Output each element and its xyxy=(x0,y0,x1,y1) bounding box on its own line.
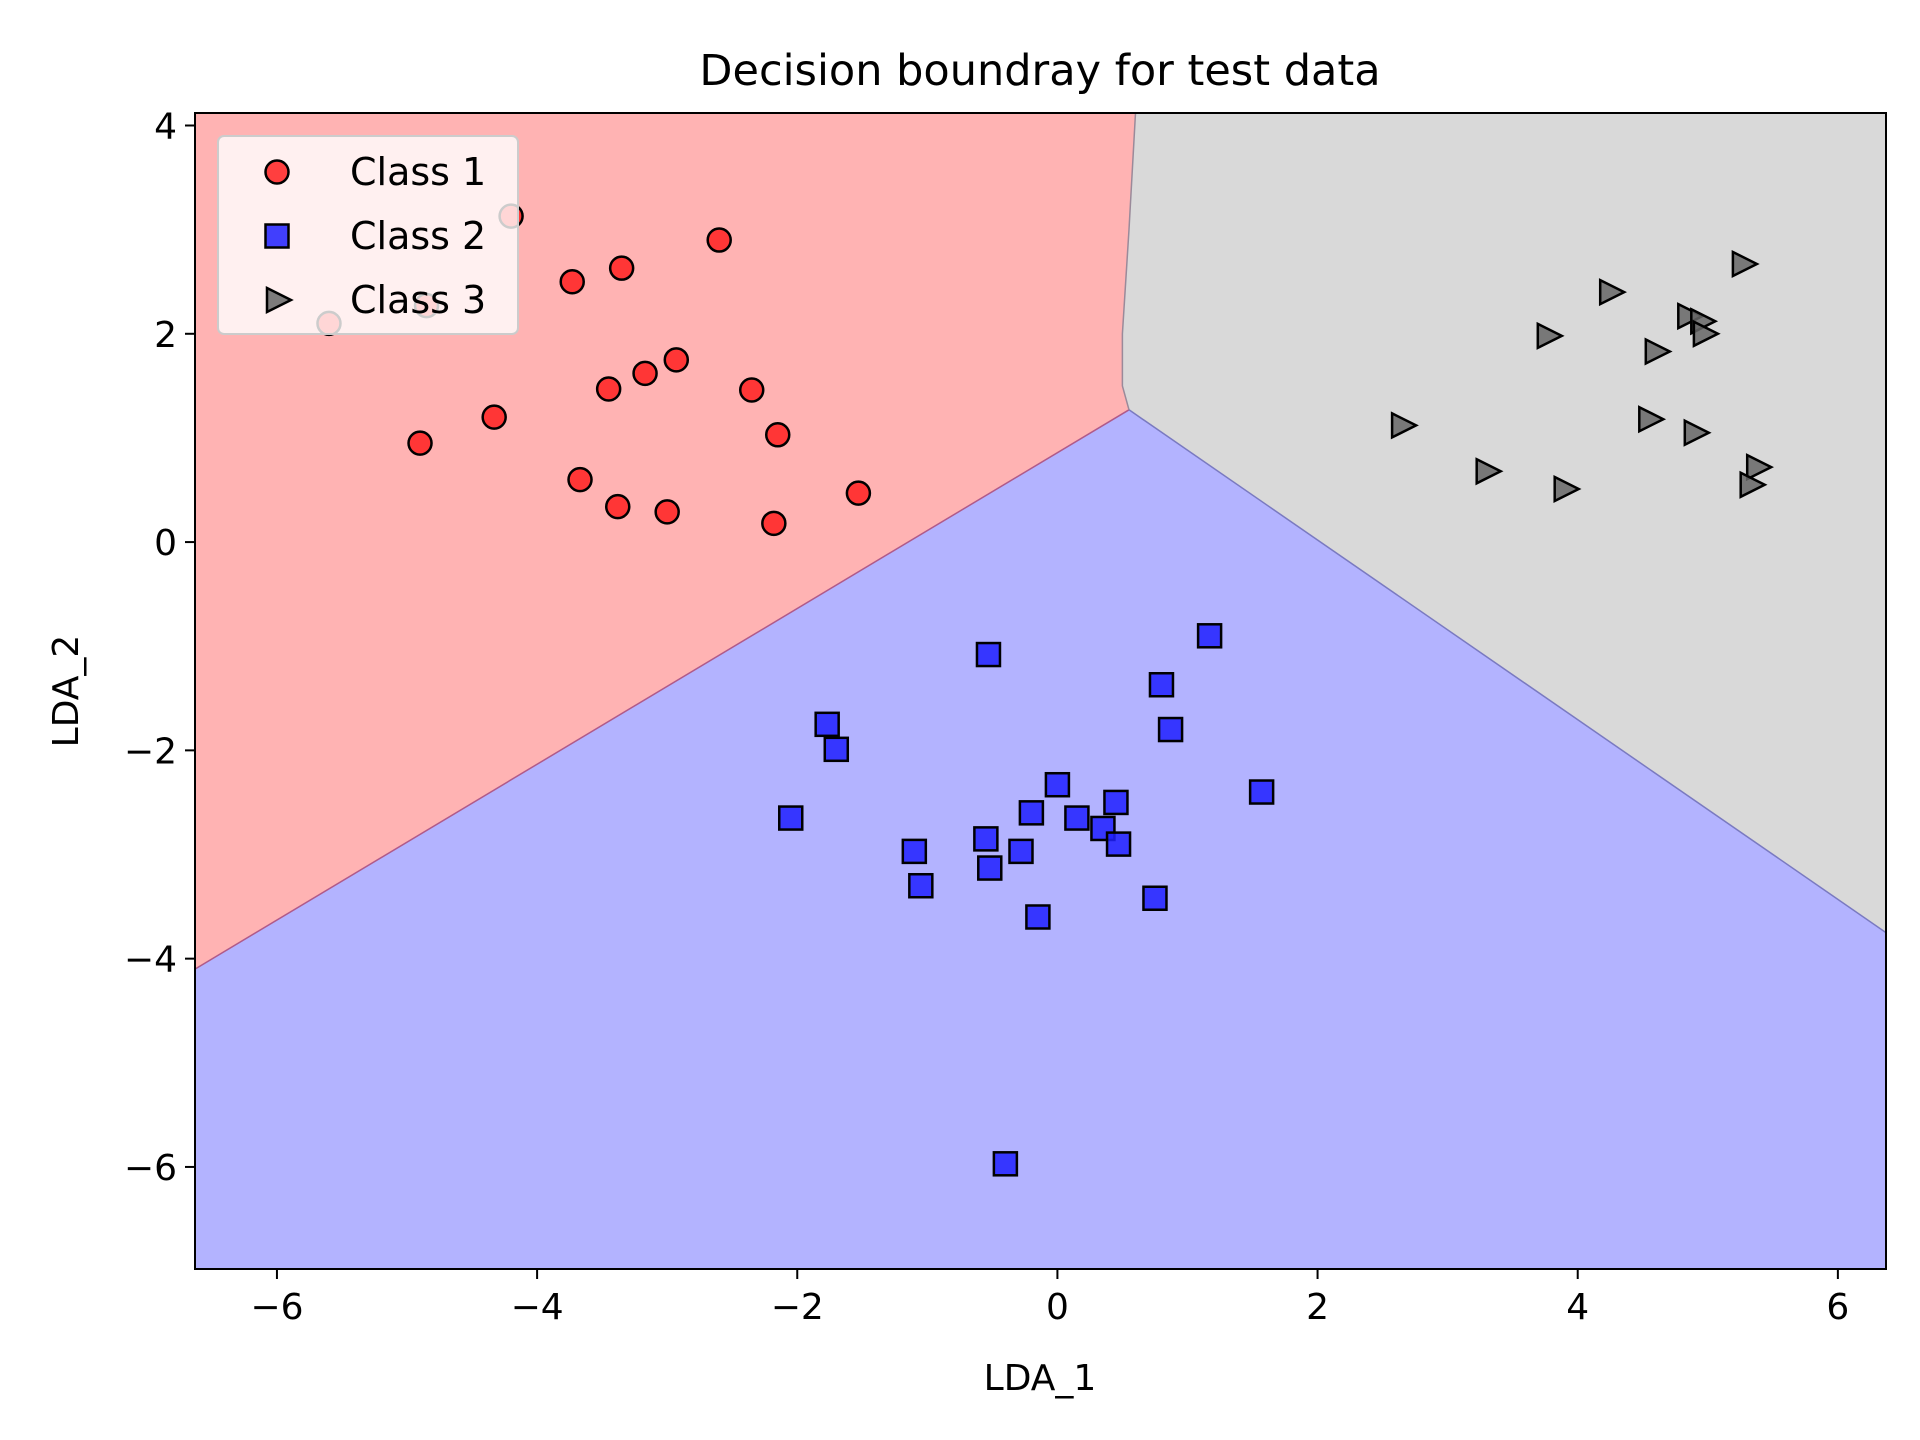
y-tick-label: −4 xyxy=(124,940,177,981)
chart-title: Decision boundray for test data xyxy=(699,46,1380,96)
class-1-point xyxy=(761,510,787,537)
class-3-point xyxy=(1553,474,1582,504)
class-1-point xyxy=(407,430,433,456)
decision-boundary-line xyxy=(1128,409,1886,934)
legend-label-class-3: Class 3 xyxy=(350,278,486,322)
class-3-point xyxy=(1644,337,1673,366)
class-2-point xyxy=(1064,805,1090,831)
class-2-point xyxy=(1157,716,1184,743)
class-2-point xyxy=(1142,885,1168,911)
x-tick-label: 4 xyxy=(1566,1287,1589,1328)
class-3-point xyxy=(1739,470,1768,499)
class-2-point xyxy=(908,872,934,899)
x-axis-ticks: −6 −4 −2 0 2 4 6 xyxy=(250,1269,1849,1328)
class-1-point xyxy=(738,377,765,403)
class-2-point xyxy=(973,826,999,852)
legend-box xyxy=(217,135,519,335)
class-1-point xyxy=(567,466,593,493)
class-1-point xyxy=(663,347,690,373)
legend-marker-class-3 xyxy=(265,285,294,315)
class-2-point xyxy=(1248,779,1275,805)
y-axis-label: LDA_2 xyxy=(46,635,87,748)
class-1-point xyxy=(481,404,507,430)
class-3-point xyxy=(1731,249,1760,279)
class-3-point xyxy=(1692,319,1721,348)
class-1-point xyxy=(595,376,622,402)
class-1-point xyxy=(764,422,791,448)
x-axis-label: LDA_1 xyxy=(984,1358,1097,1399)
class-3-point xyxy=(1745,453,1774,482)
legend-marker-class-2 xyxy=(264,223,290,249)
legend-label-class-1: Class 1 xyxy=(350,150,486,194)
decision-boundary-line xyxy=(195,409,1130,970)
y-axis-ticks: 4 2 0 −2 −4 −6 xyxy=(124,106,195,1189)
class-2-point xyxy=(1025,904,1051,930)
x-tick-label: 0 xyxy=(1046,1287,1069,1328)
y-tick-label: −6 xyxy=(124,1148,177,1189)
class-2-point xyxy=(1008,838,1034,865)
class-3-point xyxy=(1683,418,1712,447)
class-3-point xyxy=(1536,321,1565,350)
x-tick-label: −6 xyxy=(250,1287,303,1328)
legend-label-class-2: Class 2 xyxy=(350,214,486,258)
class-2-point xyxy=(1148,672,1175,698)
x-tick-label: −4 xyxy=(511,1287,564,1328)
class-1-point xyxy=(845,480,872,506)
decision-boundary-line xyxy=(1121,113,1137,410)
class-2-point xyxy=(1196,623,1223,649)
legend-marker-class-1 xyxy=(264,159,290,185)
class-2-point xyxy=(992,1151,1019,1177)
class-2-point xyxy=(1044,771,1071,798)
class-2-point xyxy=(1018,800,1045,826)
class-1-point xyxy=(706,227,732,253)
class-2-point xyxy=(778,805,804,831)
class-3-point xyxy=(1638,405,1667,434)
class-2-point xyxy=(814,711,840,738)
class-1-point xyxy=(654,499,680,525)
region-class-2 xyxy=(195,409,1886,1269)
class-1-point xyxy=(605,493,631,520)
x-tick-label: 6 xyxy=(1826,1287,1849,1328)
class-1-point xyxy=(608,255,635,281)
y-tick-label: 2 xyxy=(154,315,177,356)
class-2-point xyxy=(1103,789,1129,816)
class-1-point xyxy=(559,268,585,295)
legend: Class 1 Class 2 Class 3 xyxy=(217,135,519,335)
plot-frame xyxy=(194,112,1887,1270)
y-tick-label: 4 xyxy=(154,106,177,147)
class-3-point xyxy=(1475,457,1504,486)
class-1-point xyxy=(632,360,658,387)
class-2-point xyxy=(823,736,850,763)
x-tick-label: 2 xyxy=(1306,1287,1329,1328)
x-tick-label: −2 xyxy=(771,1287,824,1328)
class-3-point xyxy=(1598,278,1627,307)
class-3-point xyxy=(1390,411,1419,440)
class-2-point xyxy=(977,855,1003,881)
class-2-point xyxy=(975,641,1002,668)
y-tick-label: 0 xyxy=(154,523,177,564)
y-tick-label: −2 xyxy=(124,731,177,772)
class-2-point xyxy=(1105,831,1132,857)
class-2-point xyxy=(901,838,928,865)
